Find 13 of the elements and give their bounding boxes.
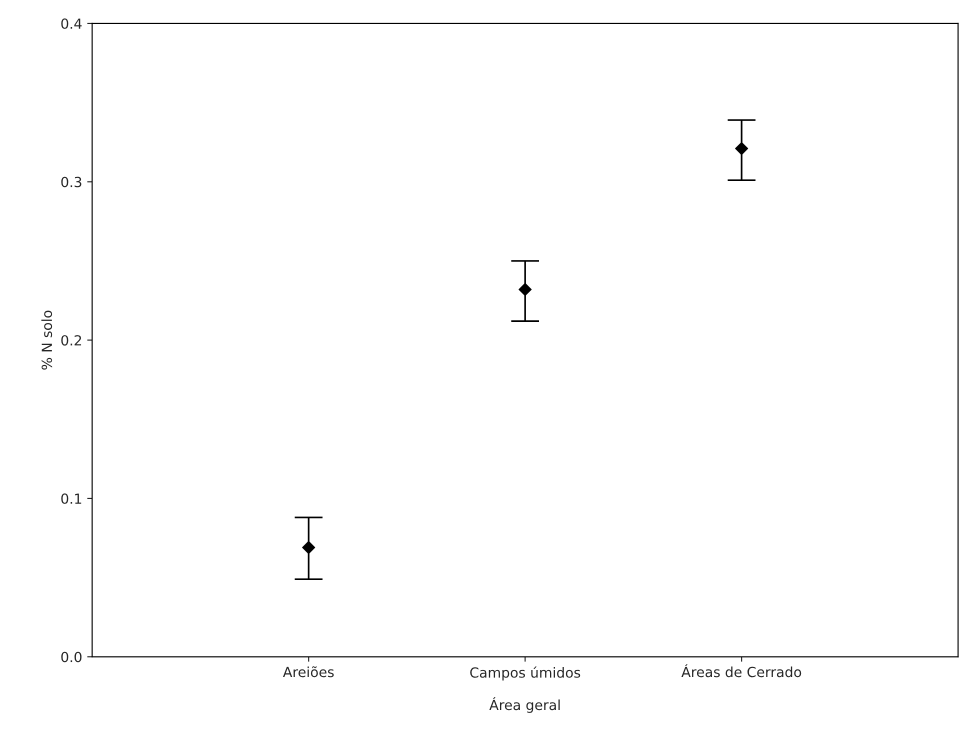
point [735, 142, 748, 156]
y-axis-title: % N solo [41, 310, 52, 370]
x-axis-title: Área geral [489, 697, 560, 713]
x-tick-label: Areiões [282, 666, 334, 678]
y-tick-label: 0.3 [61, 176, 82, 188]
y-tick-label: 0.1 [61, 493, 82, 504]
x-tick-label: Campos úmidos [470, 666, 580, 680]
point [518, 282, 532, 296]
point [302, 540, 316, 554]
y-tick-label: 0.4 [61, 18, 82, 29]
x-tick-label: Áreas de Cerrado [681, 664, 802, 678]
y-tick-label: 0.2 [61, 335, 82, 346]
y-tick-label: 0.0 [61, 652, 82, 662]
